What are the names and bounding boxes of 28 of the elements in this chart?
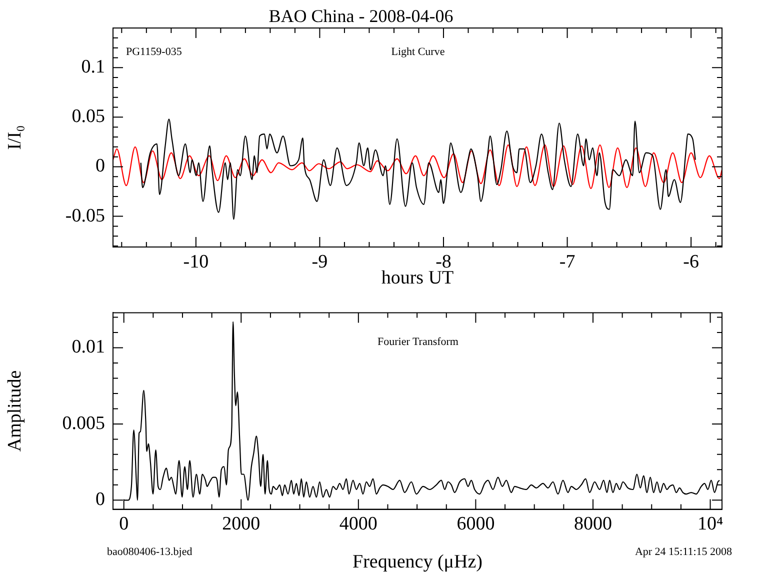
text: Apr 24 15:11:15 2008 xyxy=(634,546,732,558)
y-tick-label: 0 xyxy=(96,489,105,510)
line-series xyxy=(113,144,722,190)
y-tick-label: 0.1 xyxy=(81,56,105,78)
annotation: Fourier Transform xyxy=(378,336,459,348)
text: bao080406-13.bjed xyxy=(107,546,193,558)
y-tick-label: -0.05 xyxy=(65,205,105,226)
y-tick-label: 0 xyxy=(96,156,105,177)
y-tick-label: 0.005 xyxy=(62,412,105,434)
annotation: Light Curve xyxy=(391,46,445,58)
x-tick-label: -10 xyxy=(183,251,209,272)
y-tick-label: 0.01 xyxy=(72,336,105,358)
x-tick-label: -6 xyxy=(683,251,699,272)
x-tick-label: 0 xyxy=(119,514,129,535)
x-tick-label: 10⁴ xyxy=(697,514,724,535)
y-axis-title: I/I₀ xyxy=(4,125,26,150)
x-tick-label: 4000 xyxy=(339,514,378,535)
chart-title: BAO China - 2008-04-06 xyxy=(268,6,454,26)
x-axis-title: Frequency (μHz) xyxy=(352,552,482,573)
annotation: PG1159-035 xyxy=(126,46,182,58)
x-tick-label: -9 xyxy=(312,251,328,272)
x-tick-label: 6000 xyxy=(456,514,495,535)
y-tick-label: 0.05 xyxy=(72,106,105,128)
x-tick-label: -7 xyxy=(559,251,576,272)
x-tick-label: 8000 xyxy=(574,514,612,535)
x-tick-label: 2000 xyxy=(222,514,260,535)
line-series xyxy=(140,118,696,220)
y-axis-title: Amplitude xyxy=(4,370,26,452)
